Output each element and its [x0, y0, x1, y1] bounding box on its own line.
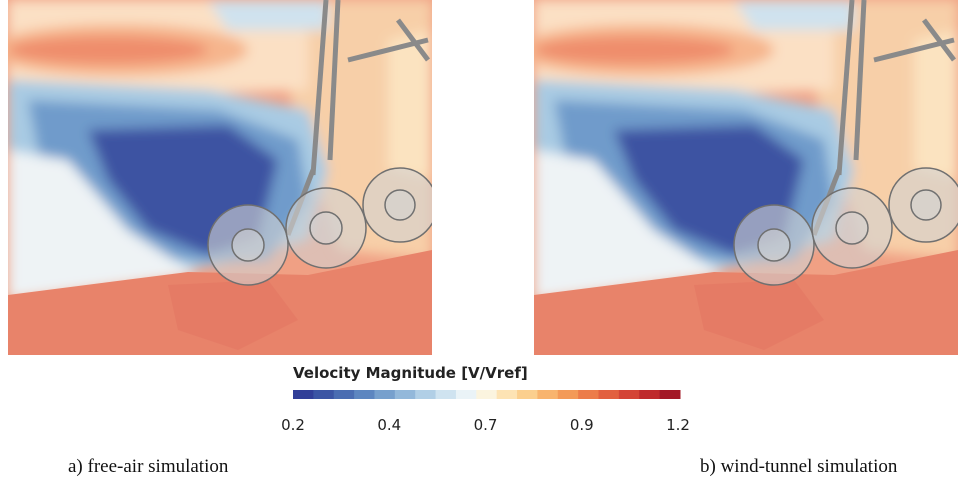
colorbar-swatch: [578, 390, 599, 399]
colorbar-swatch: [374, 390, 395, 399]
colorbar-swatch: [395, 390, 416, 399]
colorbar-swatch: [517, 390, 538, 399]
colorbar-swatch: [558, 390, 579, 399]
colorbar-tick-label: 1.2: [666, 416, 690, 434]
colorbar-swatch: [599, 390, 620, 399]
colorbar-tick-label: 0.4: [377, 416, 401, 434]
caption: a) free-air simulation: [68, 456, 229, 477]
colorbar-swatch: [354, 390, 375, 399]
colorbar-swatch: [497, 390, 518, 399]
colorbar-swatch: [436, 390, 457, 399]
colorbar-swatch: [415, 390, 436, 399]
figure: Velocity Magnitude [V/Vref] 0.2 0.4 0.7 0.9…: [0, 0, 960, 482]
panel-image: [514, 0, 960, 355]
colorbar-swatch: [639, 390, 660, 399]
colorbar-swatch: [456, 390, 477, 399]
colorbar-tick-label: 0.9: [570, 416, 594, 434]
colorbar-swatch: [476, 390, 497, 399]
colorbar-swatch: [293, 390, 314, 399]
colorbar-swatch: [537, 390, 558, 399]
colorbar-swatch: [660, 390, 681, 399]
colorbar-tick-label: 0.2: [281, 416, 305, 434]
colorbar-swatch: [619, 390, 640, 399]
colorbar-title: Velocity Magnitude [V/Vref]: [293, 364, 528, 382]
caption: b) wind-tunnel simulation: [700, 456, 898, 477]
colorbar-swatch: [313, 390, 334, 399]
colorbar: 0.2 0.4 0.7 0.9 1.2: [281, 390, 690, 434]
colorbar-tick-label: 0.7: [474, 416, 498, 434]
colorbar-swatch: [334, 390, 355, 399]
panel-image: [0, 0, 437, 355]
